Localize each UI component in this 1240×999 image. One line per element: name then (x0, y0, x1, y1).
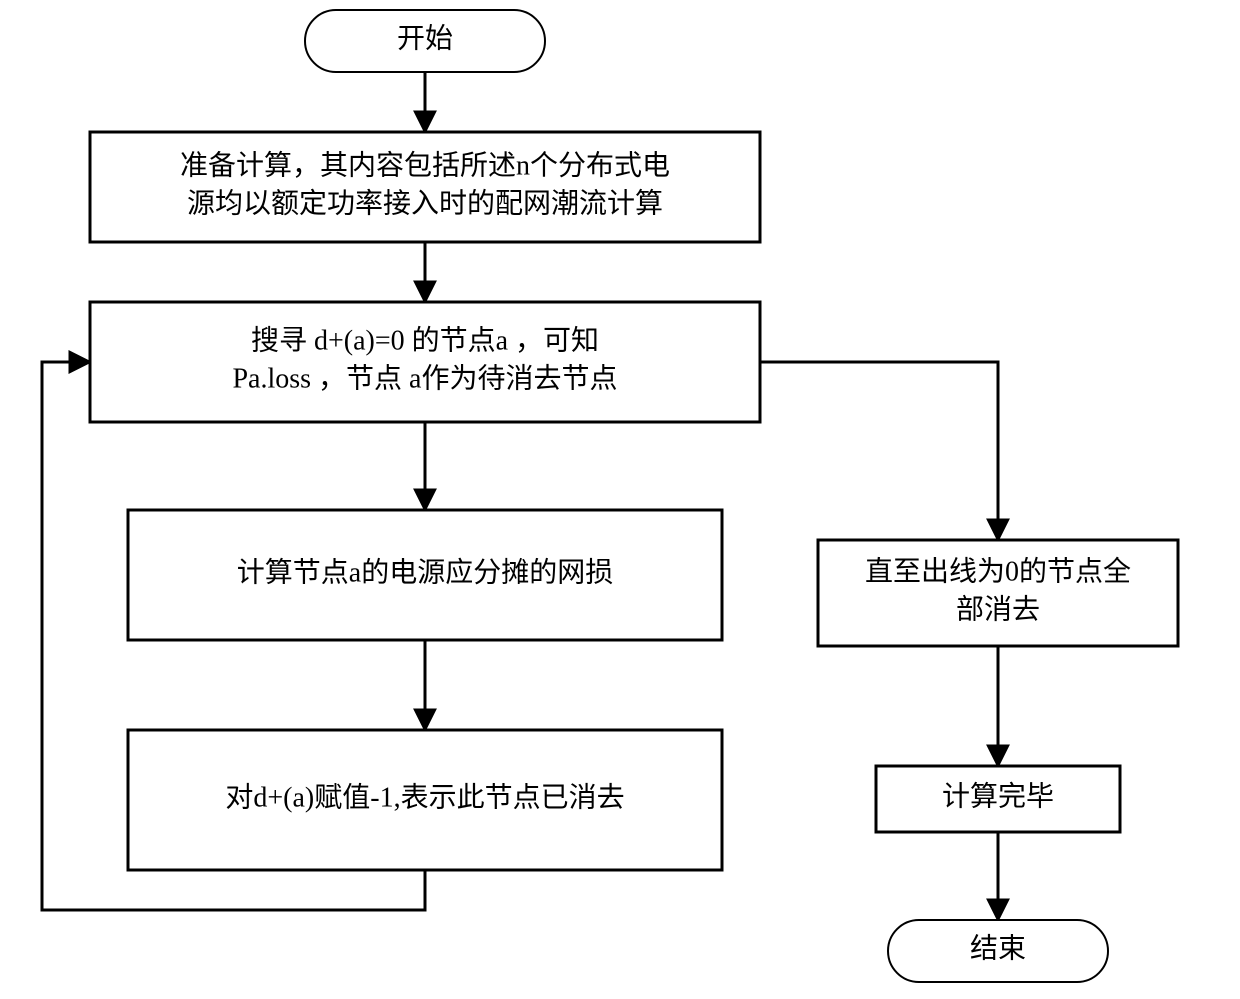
svg-text:对d+(a)赋值-1,表示此节点已消去: 对d+(a)赋值-1,表示此节点已消去 (225, 781, 624, 813)
node-prep: 准备计算，其内容包括所述n个分布式电源均以额定功率接入时的配网潮流计算 (90, 132, 760, 242)
svg-text:部消去: 部消去 (956, 593, 1040, 625)
svg-text:源均以额定功率接入时的配网潮流计算: 源均以额定功率接入时的配网潮流计算 (187, 187, 663, 219)
node-until: 直至出线为0的节点全部消去 (818, 540, 1178, 646)
svg-text:结束: 结束 (970, 932, 1026, 964)
node-done: 计算完毕 (876, 766, 1120, 832)
edge-search_right-until (760, 362, 998, 540)
svg-text:搜寻 d+(a)=0 的节点a ，可知: 搜寻 d+(a)=0 的节点a ，可知 (251, 325, 599, 357)
node-start: 开始 (305, 10, 545, 72)
svg-text:Pa.loss ，节点 a作为待消去节点: Pa.loss ，节点 a作为待消去节点 (232, 362, 617, 394)
svg-text:计算完毕: 计算完毕 (942, 780, 1054, 812)
svg-text:计算节点a的电源应分摊的网损: 计算节点a的电源应分摊的网损 (237, 556, 613, 588)
node-assign: 对d+(a)赋值-1,表示此节点已消去 (128, 730, 722, 870)
node-end: 结束 (888, 920, 1108, 982)
node-calc: 计算节点a的电源应分摊的网损 (128, 510, 722, 640)
svg-text:准备计算，其内容包括所述n个分布式电: 准备计算，其内容包括所述n个分布式电 (180, 150, 670, 182)
svg-text:开始: 开始 (397, 22, 453, 54)
node-search: 搜寻 d+(a)=0 的节点a ，可知 Pa.loss ，节点 a作为待消去节点 (90, 302, 760, 422)
svg-text:直至出线为0的节点全: 直至出线为0的节点全 (865, 556, 1131, 588)
